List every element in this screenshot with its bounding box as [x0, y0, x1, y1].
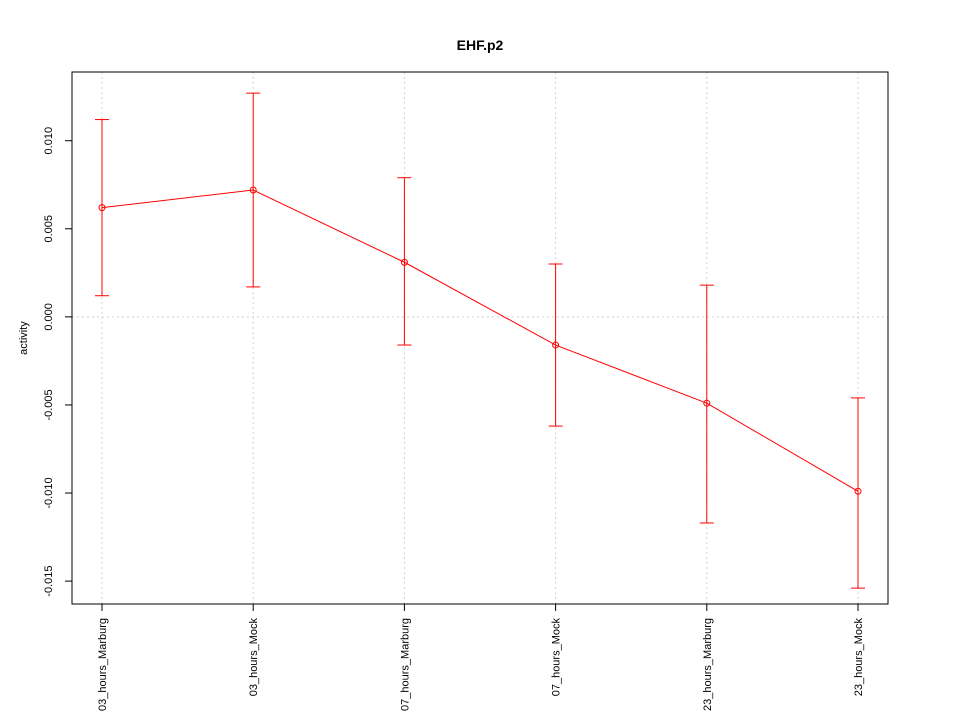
- series-marks: [95, 92, 865, 589]
- plot-frame: [71, 71, 889, 605]
- data-point: [98, 204, 106, 212]
- x-tick-label: 23_hours_Marburg: [702, 618, 714, 711]
- y-axis-label: activity: [18, 321, 30, 355]
- y-tick-label: 0.000: [43, 303, 55, 331]
- x-tick-label: 03_hours_Mock: [248, 618, 260, 697]
- y-tick-label: -0.005: [43, 389, 55, 420]
- x-tick-label: 23_hours_Mock: [853, 618, 865, 697]
- data-point: [703, 399, 711, 407]
- x-tick-label: 07_hours_Mock: [551, 618, 563, 697]
- x-tick-label: 07_hours_Marburg: [399, 618, 411, 711]
- y-tick-label: 0.005: [43, 215, 55, 243]
- y-tick-label: 0.010: [43, 127, 55, 155]
- data-point: [249, 186, 257, 194]
- y-tick-label: -0.010: [43, 477, 55, 508]
- x-axis: 03_hours_Marburg 03_hours_Mock 07_hours_Ma…: [97, 604, 865, 711]
- chart-title: EHF.p2: [457, 37, 504, 53]
- series-line: [101, 189, 859, 492]
- y-tick-label: -0.015: [43, 565, 55, 596]
- data-point: [400, 258, 408, 266]
- grid: [72, 72, 888, 604]
- data-point: [854, 487, 862, 495]
- y-axis: -0.015 -0.010 -0.005 0.000 0.005 0.010: [43, 127, 72, 597]
- data-point: [552, 341, 560, 349]
- x-tick-label: 03_hours_Marburg: [97, 618, 109, 711]
